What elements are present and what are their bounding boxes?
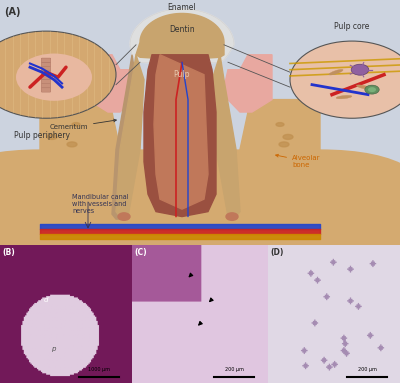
Text: Pulp core: Pulp core <box>334 22 370 31</box>
Circle shape <box>16 54 92 101</box>
Text: 200 μm: 200 μm <box>358 367 376 372</box>
FancyBboxPatch shape <box>41 75 51 79</box>
Polygon shape <box>112 55 136 219</box>
FancyBboxPatch shape <box>0 0 400 249</box>
Ellipse shape <box>72 123 80 126</box>
Text: d: d <box>44 297 48 303</box>
Ellipse shape <box>276 123 284 126</box>
FancyBboxPatch shape <box>0 149 400 309</box>
Circle shape <box>290 41 400 118</box>
Circle shape <box>0 31 116 118</box>
Polygon shape <box>136 13 224 60</box>
Circle shape <box>368 87 376 92</box>
Ellipse shape <box>266 171 278 177</box>
Ellipse shape <box>52 202 60 206</box>
Polygon shape <box>240 100 320 229</box>
FancyBboxPatch shape <box>41 71 51 75</box>
Text: Enamel: Enamel <box>168 3 196 12</box>
Text: Pulp periphery: Pulp periphery <box>14 131 70 140</box>
Ellipse shape <box>49 160 55 163</box>
Ellipse shape <box>329 69 343 75</box>
Text: (C): (C) <box>135 248 147 257</box>
Text: 200 μm: 200 μm <box>224 367 244 372</box>
Polygon shape <box>154 55 208 209</box>
Circle shape <box>226 213 238 220</box>
Polygon shape <box>144 55 216 217</box>
Polygon shape <box>116 55 144 217</box>
Ellipse shape <box>292 202 300 206</box>
Text: (B): (B) <box>3 248 15 257</box>
Ellipse shape <box>301 160 307 163</box>
Polygon shape <box>88 55 136 112</box>
FancyBboxPatch shape <box>41 62 51 67</box>
Text: Pulp: Pulp <box>174 70 190 79</box>
Ellipse shape <box>67 142 77 147</box>
Text: Dentin: Dentin <box>169 25 195 34</box>
Ellipse shape <box>279 142 289 147</box>
Ellipse shape <box>283 134 293 139</box>
Text: (A): (A) <box>4 7 20 18</box>
Ellipse shape <box>62 171 74 177</box>
Ellipse shape <box>356 85 372 89</box>
Polygon shape <box>40 100 120 229</box>
FancyBboxPatch shape <box>41 58 51 62</box>
FancyBboxPatch shape <box>41 83 51 88</box>
Polygon shape <box>212 55 240 217</box>
Circle shape <box>351 64 369 75</box>
Circle shape <box>365 85 379 94</box>
Polygon shape <box>224 55 272 112</box>
Circle shape <box>118 213 130 220</box>
Text: 1000 μm: 1000 μm <box>88 367 110 372</box>
Ellipse shape <box>47 134 57 139</box>
FancyBboxPatch shape <box>41 67 51 71</box>
FancyBboxPatch shape <box>41 79 51 83</box>
Text: (D): (D) <box>271 248 284 257</box>
Text: Mandibular canal
with vessels and
nerves: Mandibular canal with vessels and nerves <box>72 194 129 214</box>
FancyBboxPatch shape <box>41 88 51 92</box>
Text: Cementum: Cementum <box>50 119 116 131</box>
Text: p: p <box>50 345 55 352</box>
Text: Alveolar
bone: Alveolar bone <box>276 154 320 168</box>
Ellipse shape <box>336 95 352 99</box>
Polygon shape <box>130 9 234 65</box>
